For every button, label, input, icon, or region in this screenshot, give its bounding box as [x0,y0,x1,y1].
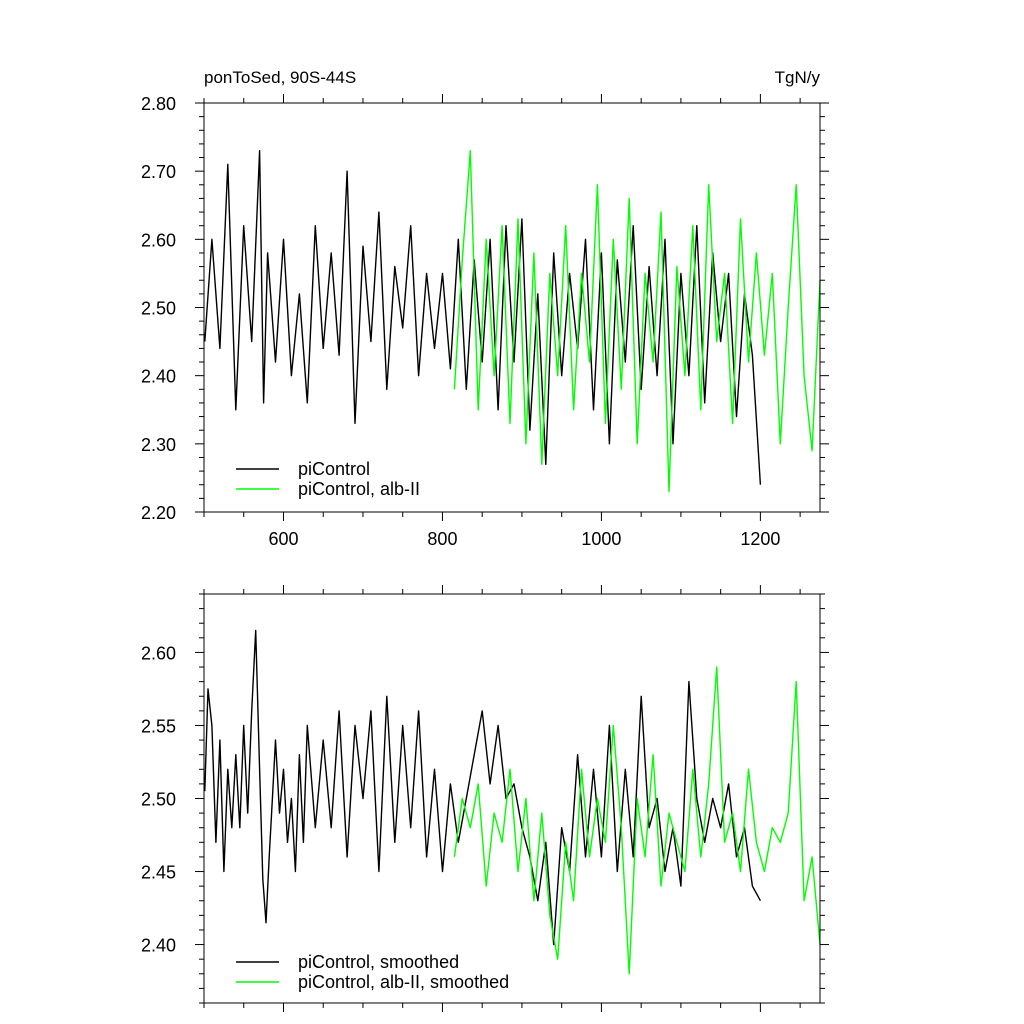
chart-title-left: ponToSed, 90S-44S [204,68,356,87]
bottom-axes: 2.40 2.45 2.50 2.55 2.60 [141,585,829,1012]
x-tick-label: 1200 [740,529,780,549]
chart-title-right: TgN/y [775,68,821,87]
series-line-1 [204,150,762,485]
legend-label-1: piControl, smoothed [298,952,459,972]
x-tick-label: 600 [268,529,298,549]
x-tick-label: 1000 [581,529,621,549]
bottom-panel: 2.40 2.45 2.50 2.55 2.60 piControl, smoothed… [141,585,829,1012]
legend-label-2: piControl, alb-II [298,479,420,499]
y-tick-label: 2.60 [141,643,176,663]
y-tick-label: 2.30 [141,435,176,455]
y-tick-label: 2.70 [141,162,176,182]
series-line-2 [453,150,821,493]
top-series-group [204,150,821,493]
y-tick-label: 2.45 [141,863,176,883]
y-tick-label: 2.50 [141,299,176,319]
legend-label-2: piControl, alb-II, smoothed [298,972,509,992]
y-tick-label: 2.60 [141,230,176,250]
x-tick-label: 800 [427,529,457,549]
legend-label-1: piControl [298,459,370,479]
y-tick-label: 2.80 [141,94,176,114]
plot-frame [203,102,821,513]
y-tick-label: 2.20 [141,503,176,523]
y-tick-label: 2.40 [141,367,176,387]
series-line-1 [204,629,762,946]
y-tick-label: 2.40 [141,936,176,956]
y-tick-label: 2.55 [141,716,176,736]
bottom-series-group [204,629,821,975]
top-panel: ponToSed, 90S-44S TgN/y 600 800 1000 1200 2.… [141,68,829,549]
y-tick-label: 2.50 [141,790,176,810]
series-line-2 [453,666,821,975]
top-axes: 600 800 1000 1200 2.20 2.30 2.40 2.50 2.60 2.70 2.… [141,94,829,549]
